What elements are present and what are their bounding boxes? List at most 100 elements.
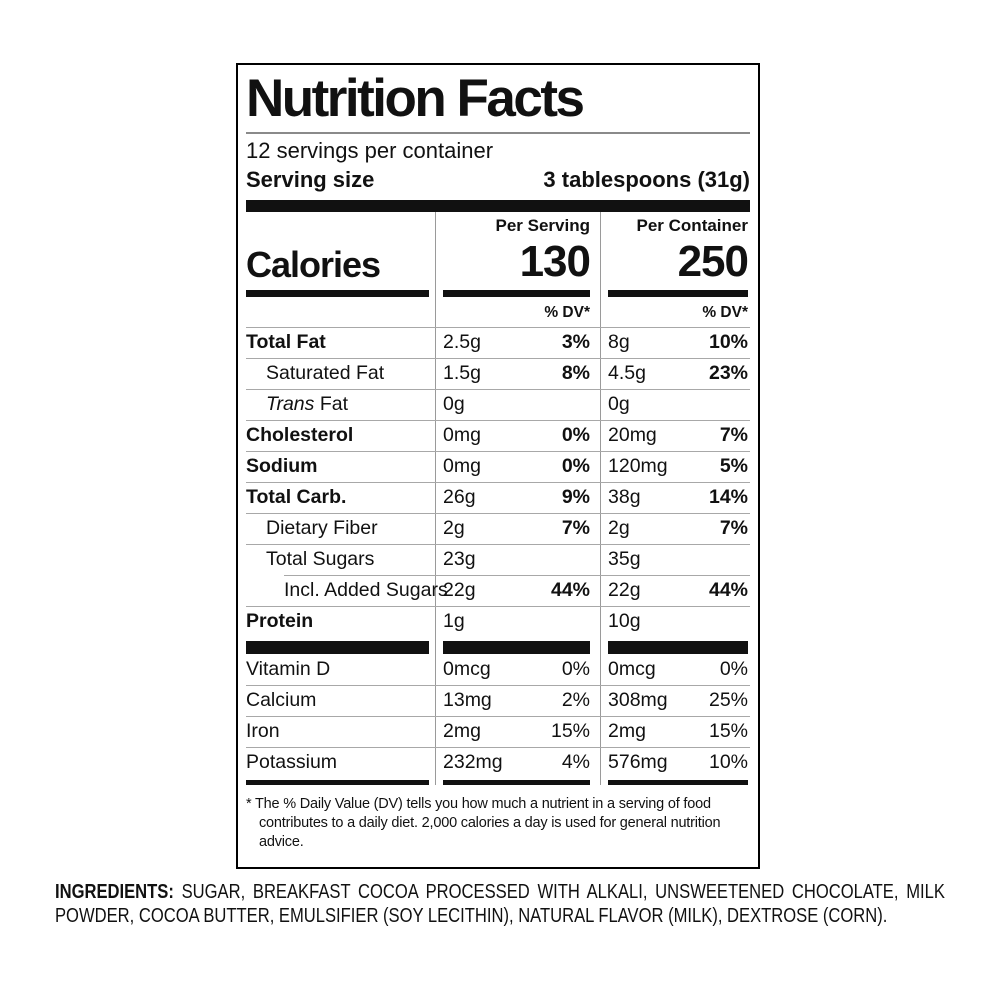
ingredients-label: INGREDIENTS: (55, 880, 174, 903)
daily-value: 0% (561, 455, 590, 477)
value-cell: 2g 7% (435, 513, 600, 544)
nutrient-name: Incl. Added Sugars (246, 575, 448, 606)
daily-value: 4% (561, 751, 590, 773)
daily-value: 8% (561, 362, 590, 384)
label-title: Nutrition Facts (246, 69, 585, 128)
nutrient-name: Potassium (246, 747, 435, 778)
nutrient-name: Protein (246, 606, 435, 637)
amount: 20mg (608, 424, 657, 446)
amount: 308mg (608, 689, 668, 711)
daily-value: 3% (561, 331, 590, 353)
ingredients-text: INGREDIENTS: SUGAR, BREAKFAST COCOA PROC… (55, 880, 945, 928)
value-cell: 0g (435, 389, 600, 420)
row-incl-added-sugars: Incl. Added Sugars 22g 44% 22g 44% (246, 575, 750, 606)
column-divider-1 (435, 212, 436, 785)
daily-value: 15% (550, 720, 590, 742)
dv-header-container: % DV* (702, 304, 748, 321)
daily-value-header-row: % DV* % DV* (246, 297, 750, 327)
bottom-bars (246, 780, 750, 785)
amount: 1g (443, 610, 465, 632)
daily-value: 7% (719, 517, 748, 539)
daily-value: 23% (708, 362, 748, 384)
servings-per-container: 12 servings per container (246, 138, 494, 163)
value-cell: 0mg 0% (435, 420, 600, 451)
amount: 35g (608, 548, 641, 570)
nutrition-facts-label: Nutrition Facts 12 servings per containe… (236, 63, 760, 869)
nutrient-rows: Total Fat 2.5g 3% 8g 10% Saturated Fat 1.5g 8% 4… (246, 327, 750, 637)
value-cell: 2mg 15% (600, 716, 750, 747)
daily-value: 7% (719, 424, 748, 446)
per-container-header: Per Container (636, 216, 748, 235)
amount: 8g (608, 331, 630, 353)
nutrient-name: Calcium (246, 685, 435, 716)
daily-value: 0% (561, 658, 590, 680)
row-total-fat: Total Fat 2.5g 3% 8g 10% (246, 327, 750, 358)
thick-bar-top (246, 200, 750, 212)
serving-size-row: Serving size 3 tablespoons (31g) (246, 166, 750, 193)
amount: 22g (443, 579, 476, 601)
daily-value: 44% (708, 579, 748, 601)
nutrient-name: Total Fat (246, 327, 435, 358)
daily-value: 14% (708, 486, 748, 508)
value-cell: 120mg 5% (600, 451, 750, 482)
row-trans-fat: Trans Fat 0g 0g (246, 389, 750, 420)
calories-row: Calories Per Serving 130 Per Container 2… (246, 212, 750, 288)
row-saturated-fat: Saturated Fat 1.5g 8% 4.5g 23% (246, 358, 750, 389)
amount: 1.5g (443, 362, 481, 384)
amount: 2mg (443, 720, 481, 742)
nutrient-name: Total Carb. (246, 482, 435, 513)
nutrient-name: Dietary Fiber (246, 513, 435, 544)
protein-underline-bars (246, 641, 750, 654)
amount: 0mg (443, 424, 481, 446)
daily-value: 0% (561, 424, 590, 446)
bar-segment (608, 780, 748, 785)
bar-segment (608, 641, 748, 654)
row-sodium: Sodium 0mg 0% 120mg 5% (246, 451, 750, 482)
amount: 0mcg (443, 658, 491, 680)
daily-value: 10% (708, 331, 748, 353)
value-cell: 10g (600, 606, 750, 637)
value-cell: 20mg 7% (600, 420, 750, 451)
row-iron: Iron 2mg 15% 2mg 15% (246, 716, 750, 747)
row-total-carb: Total Carb. 26g 9% 38g 14% (246, 482, 750, 513)
serving-size-value: 3 tablespoons (31g) (543, 167, 750, 192)
amount: 0g (608, 393, 630, 415)
amount: 10g (608, 610, 641, 632)
value-cell: 22g 44% (600, 575, 750, 606)
bar-segment (443, 780, 590, 785)
daily-value: 44% (550, 579, 590, 601)
per-serving-header-cell: Per Serving 130 (435, 212, 600, 288)
bar-segment (246, 290, 429, 297)
amount: 22g (608, 579, 641, 601)
nutrient-name: Cholesterol (246, 420, 435, 451)
amount: 0mg (443, 455, 481, 477)
row-potassium: Potassium 232mg 4% 576mg 10% (246, 747, 750, 778)
value-cell: 38g 14% (600, 482, 750, 513)
amount: 38g (608, 486, 641, 508)
amount: 4.5g (608, 362, 646, 384)
ingredients-section: INGREDIENTS: SUGAR, BREAKFAST COCOA PROC… (55, 880, 945, 928)
daily-value: 10% (708, 751, 748, 773)
row-protein: Protein 1g 10g (246, 606, 750, 637)
daily-value: 7% (561, 517, 590, 539)
vitamin-rows: Vitamin D 0mcg 0% 0mcg 0% Calcium 13mg 2% 308mg 2… (246, 654, 750, 778)
daily-value: 0% (719, 658, 748, 680)
per-container-header-cell: Per Container 250 (600, 212, 750, 288)
amount: 2.5g (443, 331, 481, 353)
bar-segment (246, 641, 429, 654)
amount: 576mg (608, 751, 668, 773)
value-cell: 1g (435, 606, 600, 637)
daily-value: 15% (708, 720, 748, 742)
calories-per-serving: 130 (519, 237, 591, 286)
value-cell: 8g 10% (600, 327, 750, 358)
row-calcium: Calcium 13mg 2% 308mg 25% (246, 685, 750, 716)
bar-segment (443, 290, 590, 297)
value-cell: 0mcg 0% (600, 654, 750, 685)
value-cell: 2mg 15% (435, 716, 600, 747)
value-cell: 308mg 25% (600, 685, 750, 716)
ingredients-list: SUGAR, BREAKFAST COCOA PROCESSED WITH AL… (55, 880, 945, 927)
value-cell: 0mg 0% (435, 451, 600, 482)
nutrient-name: Saturated Fat (246, 358, 435, 389)
value-cell: 4.5g 23% (600, 358, 750, 389)
amount: 2g (608, 517, 630, 539)
